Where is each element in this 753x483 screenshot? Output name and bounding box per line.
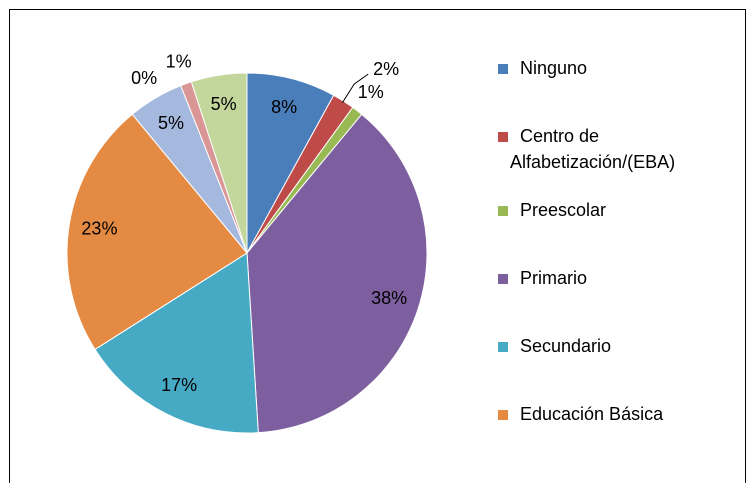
data-label: 2%: [373, 59, 399, 79]
data-label: 38%: [371, 288, 407, 308]
data-label: 0%: [131, 68, 157, 88]
legend-swatch: [498, 206, 508, 216]
data-label: 5%: [211, 94, 237, 114]
legend-label: Preescolar: [520, 200, 606, 220]
legend-swatch: [498, 274, 508, 284]
legend-swatch: [498, 410, 508, 420]
leader-line: [341, 73, 369, 103]
data-label: 1%: [166, 52, 192, 72]
legend-swatch: [498, 342, 508, 352]
data-label: 5%: [158, 113, 184, 133]
pie-slice: [94, 252, 259, 434]
legend-label: Primario: [520, 268, 587, 288]
data-label: 23%: [81, 218, 117, 238]
pie-slice: [246, 113, 428, 434]
legend-label: Educación Básica: [520, 404, 664, 424]
legend-swatch: [498, 64, 508, 74]
legend-label: Centro de Alfabetización/(EBA): [510, 126, 675, 172]
legend-label: Ninguno: [520, 58, 587, 78]
legend-label: Secundario: [520, 336, 611, 356]
data-label: 17%: [161, 375, 197, 395]
pie-slice: [190, 72, 248, 254]
pie-slice: [246, 72, 335, 254]
data-label: 8%: [271, 97, 297, 117]
pie-slice: [66, 113, 248, 351]
legend-swatch: [498, 132, 508, 142]
data-label: 1%: [358, 82, 384, 102]
